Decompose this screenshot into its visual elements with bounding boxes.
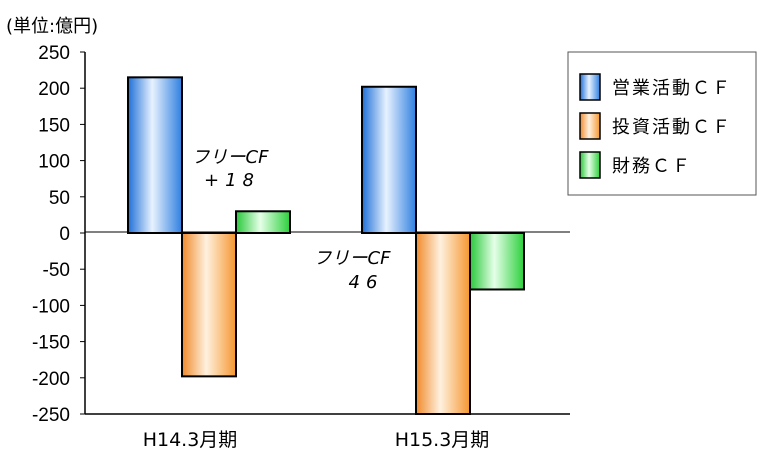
y-tick-label: 200 <box>38 79 70 100</box>
y-tick-label: 0 <box>59 224 70 245</box>
y-axis-ticks: 250 200 150 100 50 0 -50 -100 -150 -200 -250 <box>32 43 85 426</box>
bar-investing-cat-1 <box>415 232 471 415</box>
annotation-free-cf-1-label: フリーCF <box>192 147 270 168</box>
y-tick-label: -100 <box>32 296 70 317</box>
bar-financing-cat-0 <box>235 210 291 234</box>
category-label-h14: H14.3月期 <box>143 429 238 451</box>
bar-financing-cat-1 <box>469 232 525 291</box>
annotation-free-cf-1-value: +18 <box>204 170 260 191</box>
annotation-free-cf-2-value: 46 <box>349 272 384 293</box>
bar-operating-cat-0 <box>127 76 183 234</box>
y-tick-label: -50 <box>43 260 70 281</box>
legend-swatch-investing <box>579 112 601 140</box>
bars-group <box>127 76 525 415</box>
y-tick-label: 50 <box>49 188 70 209</box>
category-label-h15: H15.3月期 <box>395 429 490 451</box>
legend-label-operating: 営業活動ＣＦ <box>612 78 732 99</box>
y-tick-label: 150 <box>38 115 70 136</box>
bar-investing-cat-0 <box>181 232 237 378</box>
legend-label-financing: 財務ＣＦ <box>612 156 692 177</box>
y-tick-label: -200 <box>32 369 70 390</box>
annotation-free-cf-2-label: フリーCF <box>314 248 392 269</box>
unit-label: (単位:億円) <box>6 16 98 37</box>
bar-operating-cat-1 <box>361 85 417 234</box>
y-tick-label: 250 <box>38 43 70 64</box>
legend-swatch-operating <box>579 73 601 101</box>
y-tick-label: 100 <box>38 152 70 173</box>
legend: 営業活動ＣＦ 投資活動ＣＦ 財務ＣＦ <box>567 51 757 196</box>
y-tick-label: -150 <box>32 333 70 354</box>
legend-label-investing: 投資活動ＣＦ <box>612 117 732 138</box>
legend-swatch-financing <box>579 151 601 179</box>
y-tick-label: -250 <box>32 405 70 426</box>
